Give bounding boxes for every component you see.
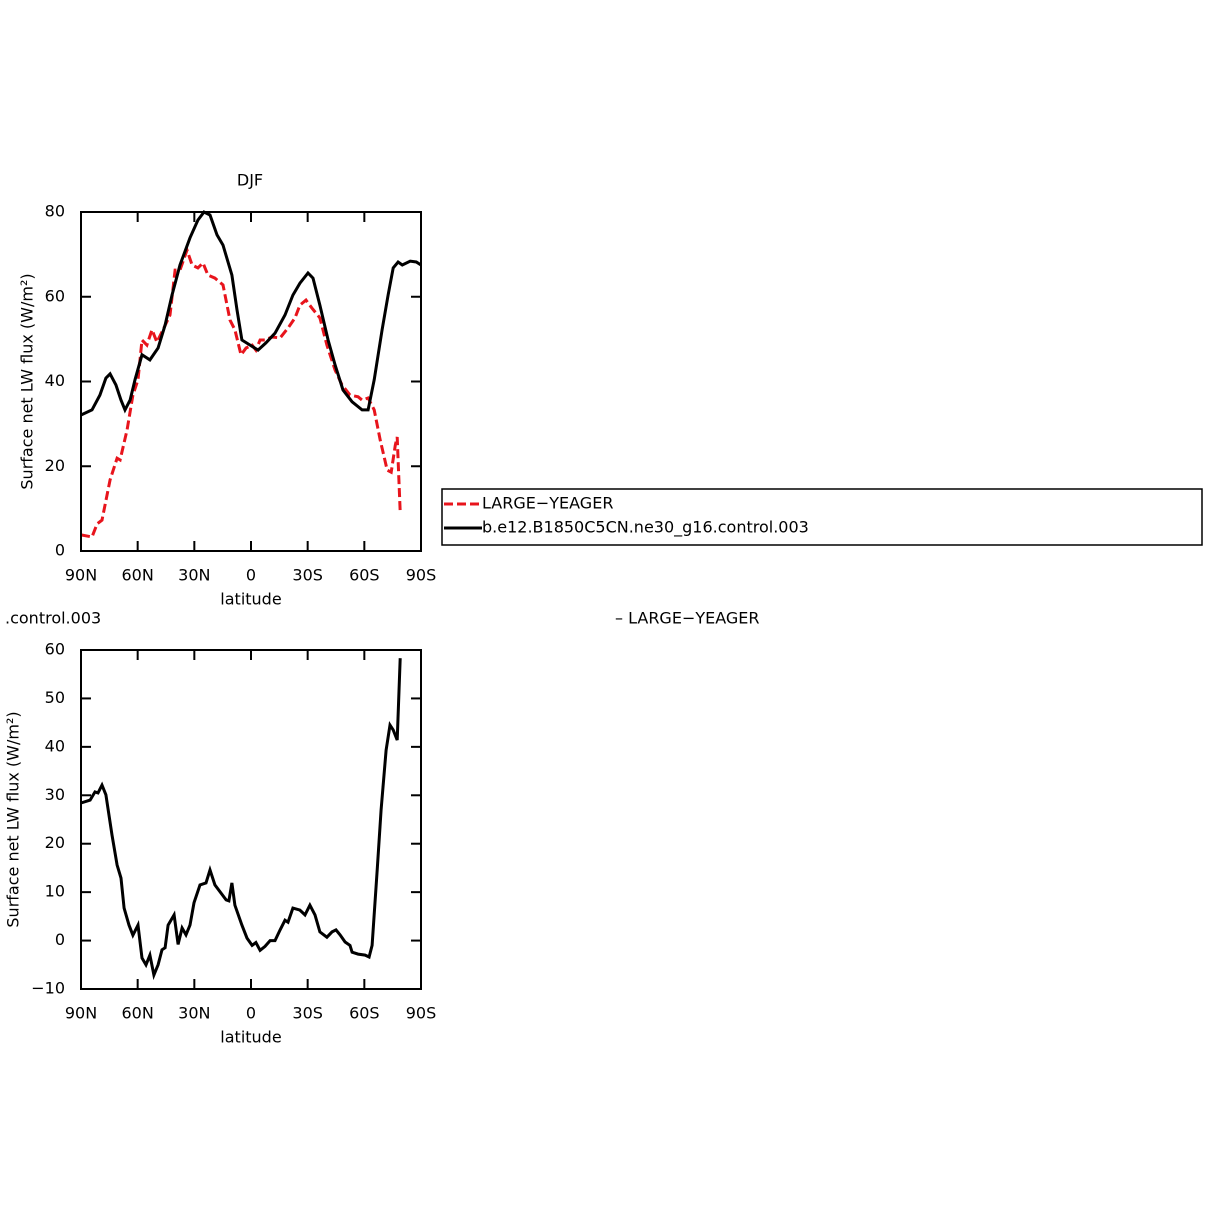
x-tick-label: 90S xyxy=(406,1004,437,1023)
x-tick-label: 90S xyxy=(406,566,437,585)
x-tick-label: 60S xyxy=(349,1004,380,1023)
x-tick-label: 60N xyxy=(122,566,154,585)
x-tick-label: 30N xyxy=(178,1004,210,1023)
data-line xyxy=(80,658,402,981)
x-tick-label: 90N xyxy=(65,566,97,585)
y-tick-label: 20 xyxy=(45,833,65,852)
x-tick-label: 0 xyxy=(246,566,256,585)
data-line xyxy=(80,245,402,539)
x-tick-label: 90N xyxy=(65,1004,97,1023)
y-tick-label: 0 xyxy=(55,930,65,949)
y-tick-label: 80 xyxy=(45,202,65,221)
y-tick-label: 30 xyxy=(45,785,65,804)
x-tick-label: 0 xyxy=(246,1004,256,1023)
x-tick-label: 30N xyxy=(178,566,210,585)
legend-label: LARGE−YEAGER xyxy=(482,494,613,513)
legend: LARGE−YEAGER b.e12.B1850C5CN.ne30_g16.con… xyxy=(441,488,1203,546)
x-axis-label: latitude xyxy=(220,590,281,609)
chart-title: DJF xyxy=(237,171,263,190)
annotation: – LARGE−YEAGER xyxy=(615,609,760,628)
data-line xyxy=(80,210,422,417)
y-tick-label: 0 xyxy=(55,541,65,560)
plot-frame xyxy=(80,649,422,990)
x-tick-label: 60N xyxy=(122,1004,154,1023)
x-tick-label: 60S xyxy=(349,566,380,585)
y-axis-label: Surface net LW flux (W/m²) xyxy=(18,273,37,489)
y-tick-label: 40 xyxy=(45,736,65,755)
x-tick-label: 30S xyxy=(292,1004,323,1023)
y-axis-label: Surface net LW flux (W/m²) xyxy=(4,711,23,927)
legend-box xyxy=(441,488,1203,546)
y-tick-label: 50 xyxy=(45,688,65,707)
y-tick-label: 60 xyxy=(45,286,65,305)
x-axis-label: latitude xyxy=(220,1028,281,1047)
y-tick-label: 20 xyxy=(45,456,65,475)
y-tick-label: 40 xyxy=(45,371,65,390)
y-tick-label: 10 xyxy=(45,882,65,901)
x-tick-label: 30S xyxy=(292,566,323,585)
y-tick-label: −10 xyxy=(31,979,65,998)
y-tick-label: 60 xyxy=(45,640,65,659)
plot-frame xyxy=(80,211,422,552)
legend-label: b.e12.B1850C5CN.ne30_g16.control.003 xyxy=(482,518,809,538)
chart-title: .control.003 xyxy=(5,609,101,628)
